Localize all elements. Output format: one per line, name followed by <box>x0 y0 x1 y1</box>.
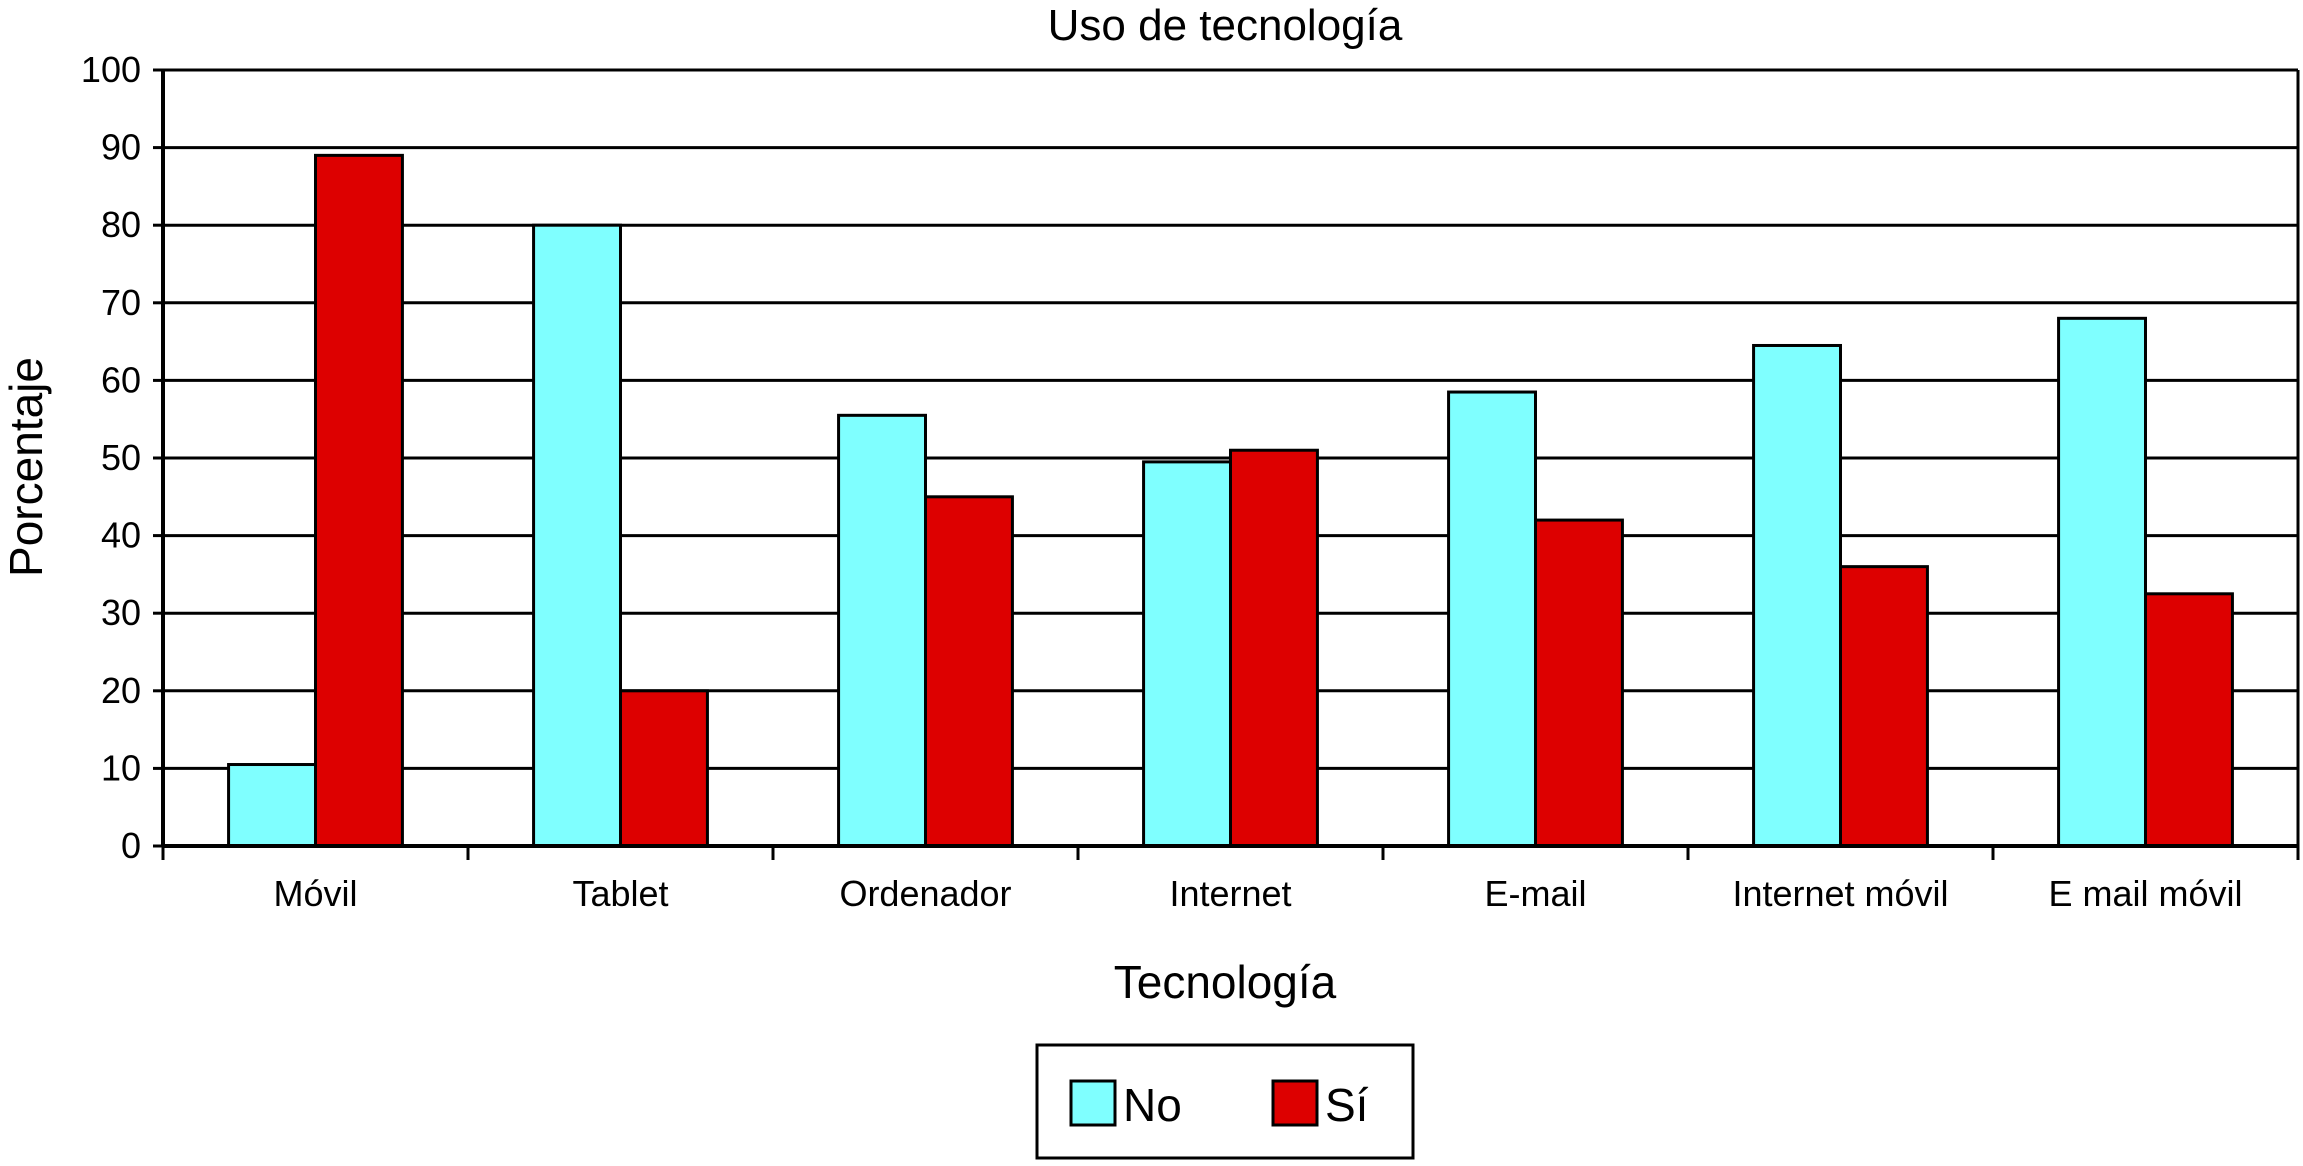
y-tick-label: 90 <box>101 127 141 168</box>
y-tick-label: 10 <box>101 747 141 788</box>
y-tick-label: 100 <box>81 49 141 90</box>
legend-label: Sí <box>1325 1079 1369 1131</box>
x-category-label: Móvil <box>273 873 357 914</box>
bar-no <box>227 763 317 848</box>
bar-si <box>619 689 709 848</box>
y-tick-label: 0 <box>121 825 141 866</box>
legend-swatch <box>1271 1079 1319 1127</box>
x-category-label: Internet <box>1169 873 1291 914</box>
x-category-label: E mail móvil <box>2048 873 2242 914</box>
bar-si <box>1839 565 1929 848</box>
x-category-labels: Móvil Tablet Ordenador Internet E-mail Intern… <box>273 873 2242 914</box>
x-category-label: Internet móvil <box>1732 873 1948 914</box>
y-tick-label: 40 <box>101 515 141 556</box>
bar-si <box>314 153 404 848</box>
y-axis-title: Porcentaje <box>0 357 52 577</box>
bar-si <box>924 495 1014 848</box>
bar-no <box>2057 316 2147 848</box>
axes <box>153 68 2300 860</box>
bar-si <box>1229 448 1319 848</box>
legend-swatch <box>1069 1079 1117 1127</box>
legend: No Sí <box>1035 1043 1415 1160</box>
y-tick-label: 30 <box>101 592 141 633</box>
x-category-label: Ordenador <box>839 873 1011 914</box>
bars <box>227 153 2234 848</box>
y-tick-label: 50 <box>101 437 141 478</box>
x-category-label: E-mail <box>1484 873 1586 914</box>
chart-title: Uso de tecnología <box>1048 1 1403 50</box>
bar-si <box>2144 592 2234 848</box>
x-axis-title: Tecnología <box>1114 956 1337 1008</box>
y-tick-label: 60 <box>101 359 141 400</box>
bar-si <box>1534 518 1624 848</box>
y-tick-label: 20 <box>101 670 141 711</box>
bar-no <box>1447 390 1537 848</box>
legend-label: No <box>1123 1079 1182 1131</box>
y-tick-label: 80 <box>101 204 141 245</box>
bar-no <box>532 223 623 848</box>
y-tick-labels: 0 10 20 30 40 50 60 70 80 90 100 <box>81 49 141 866</box>
bar-no <box>1142 460 1232 848</box>
y-tick-label: 70 <box>101 282 141 323</box>
bar-no <box>1752 343 1842 848</box>
bar-no <box>837 413 928 848</box>
x-category-label: Tablet <box>572 873 668 914</box>
